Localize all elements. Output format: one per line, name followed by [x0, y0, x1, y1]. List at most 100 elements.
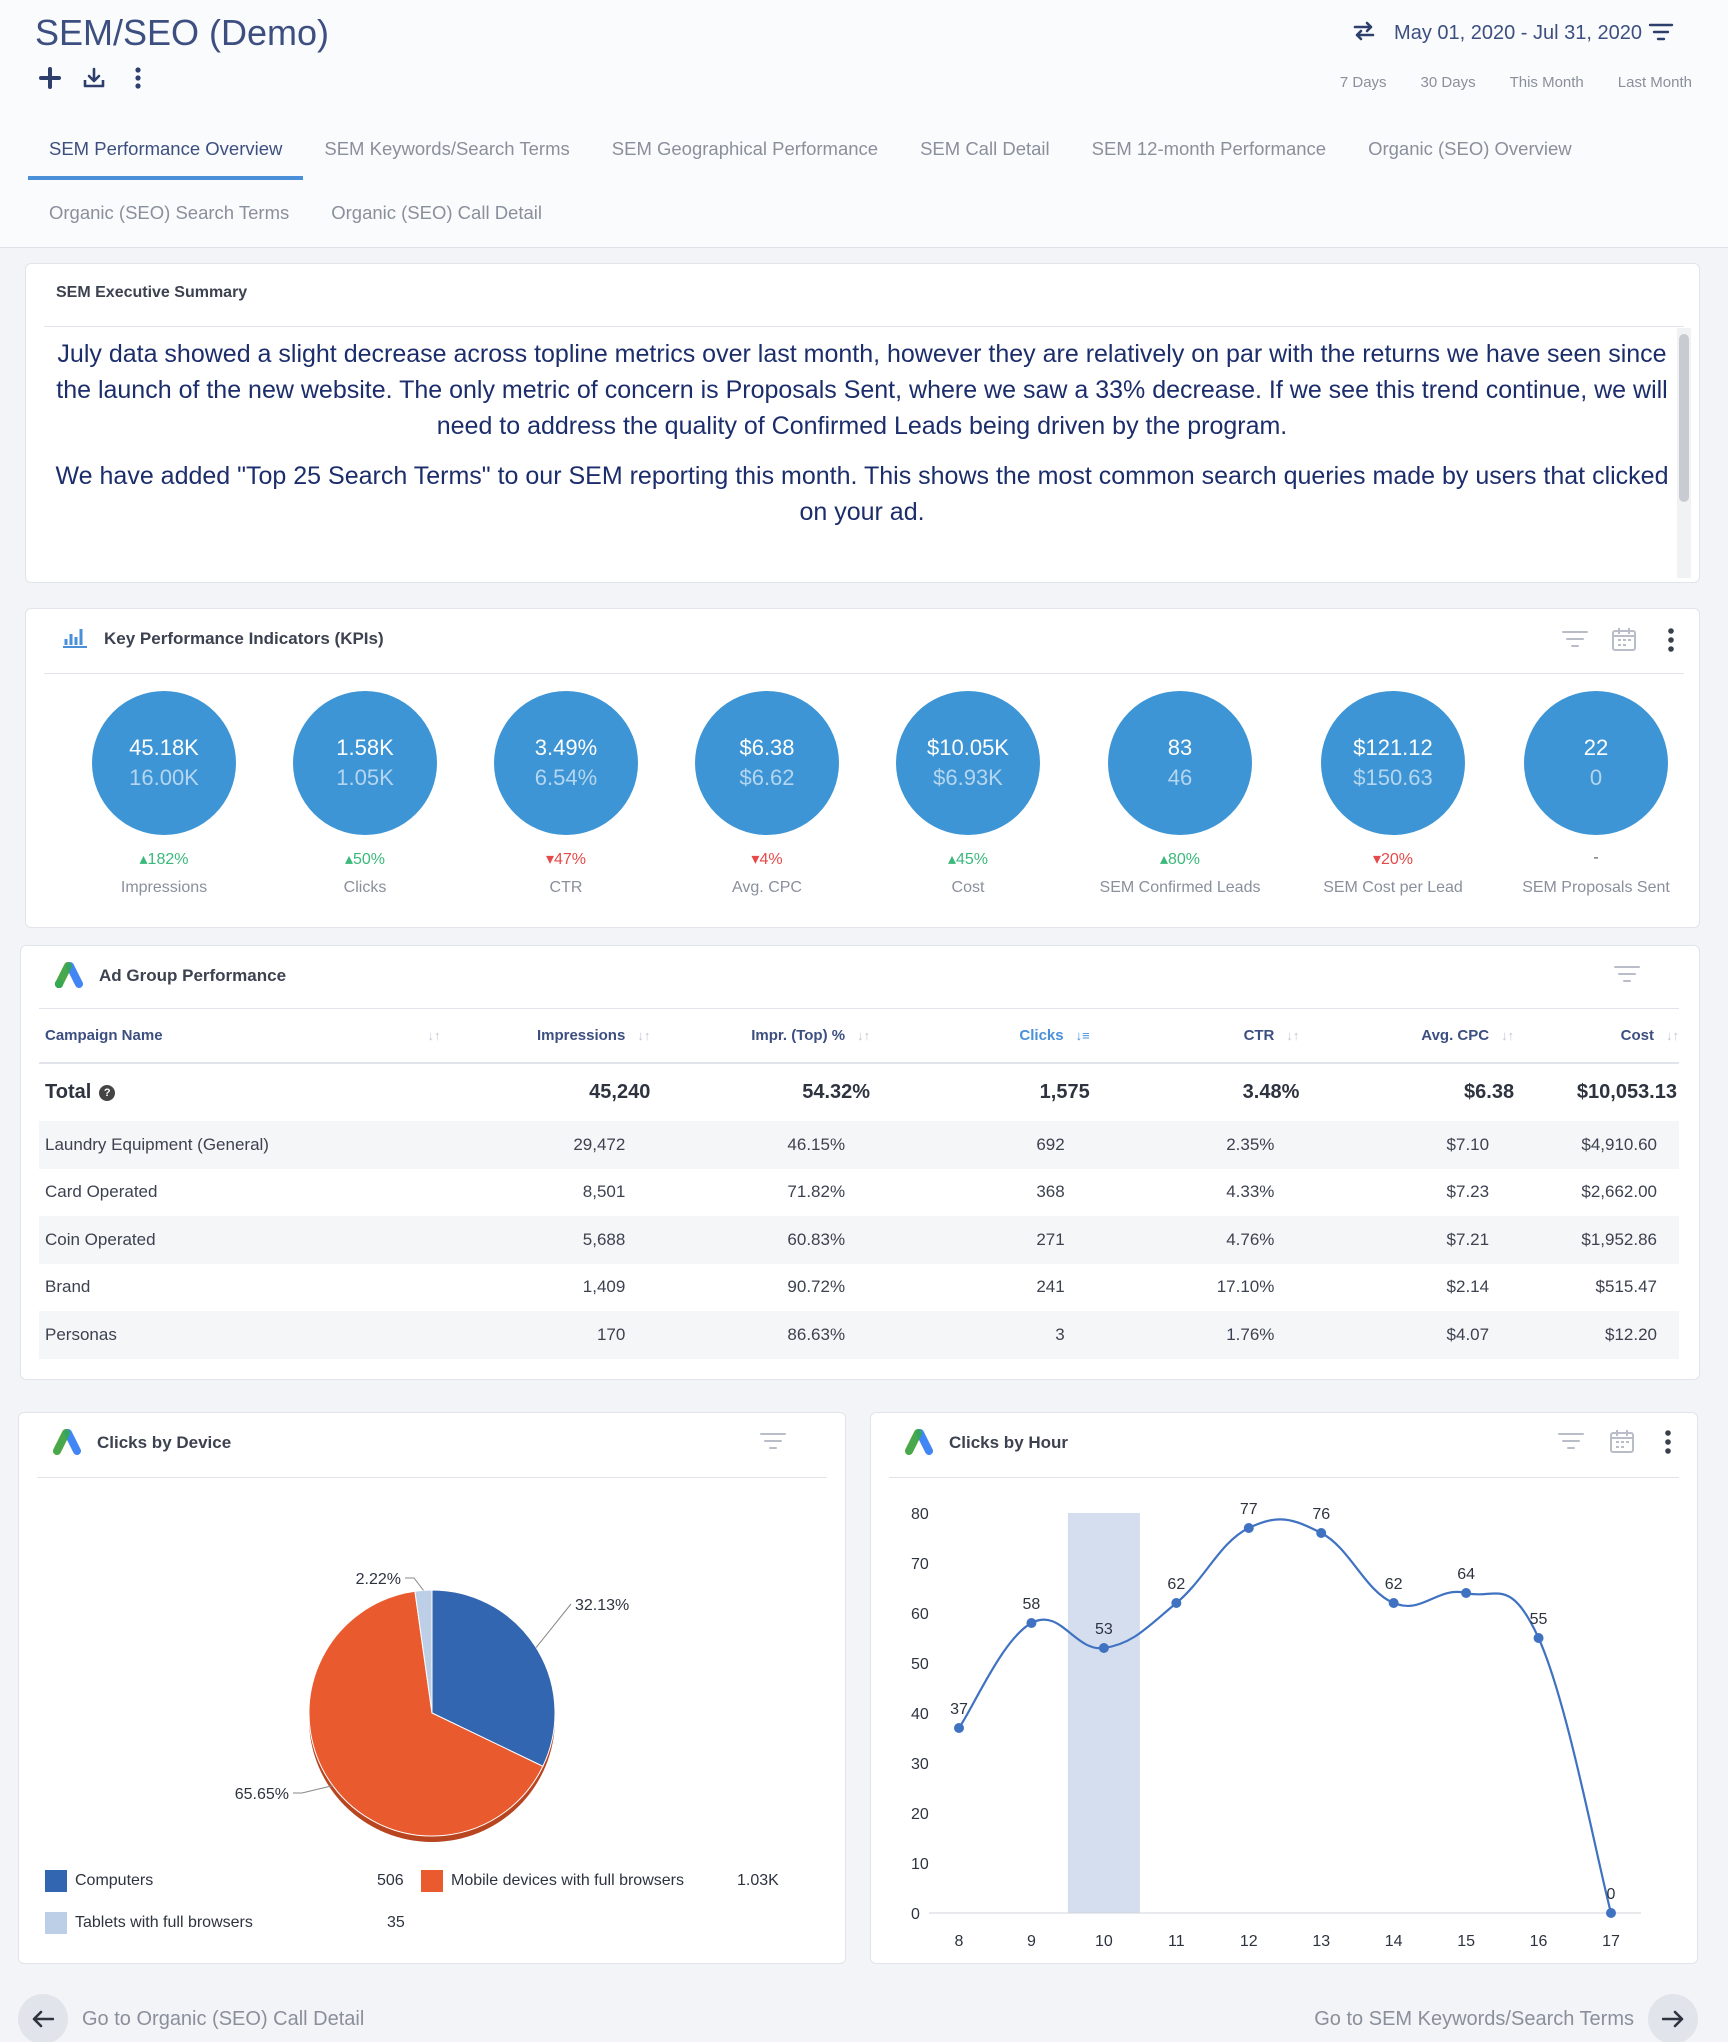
column-header-impressions[interactable]: Impressions ↓↑	[460, 1008, 671, 1064]
date-range-picker[interactable]: May 01, 2020 - Jul 31, 2020	[1352, 20, 1642, 47]
tab-sem-call-detail[interactable]: SEM Call Detail	[920, 138, 1050, 159]
data-point[interactable]	[1026, 1618, 1037, 1628]
filter-icon[interactable]	[1557, 1431, 1585, 1456]
more-vertical-icon[interactable]	[126, 66, 150, 90]
data-point[interactable]	[1171, 1598, 1182, 1608]
column-header-cost[interactable]: Cost ↓↑	[1534, 1008, 1679, 1064]
quick-range-7-days[interactable]: 7 Days	[1339, 74, 1387, 91]
next-page-link[interactable]: Go to SEM Keywords/Search Terms	[1314, 1994, 1698, 2042]
legend-label-computers[interactable]: Computers	[75, 1872, 154, 1889]
ad-group-table: Campaign Name ↓↑ Impressions ↓↑ Impr. (Top…	[39, 1008, 1679, 1359]
data-point[interactable]	[1461, 1588, 1472, 1598]
delta-down-icon: ▾	[545, 851, 554, 868]
data-point[interactable]	[1098, 1643, 1109, 1653]
tab-organic-seo-search-terms[interactable]: Organic (SEO) Search Terms	[49, 202, 290, 223]
column-header-ctr[interactable]: CTR ↓↑	[1109, 1008, 1320, 1064]
pie-slice[interactable]	[431, 1589, 556, 1767]
calendar-icon[interactable]	[1611, 626, 1637, 657]
table-row[interactable]: Coin Operated 5,688 60.83% 271 4.76% $7.…	[39, 1216, 1679, 1264]
delta-up-icon: ▴	[947, 851, 956, 868]
table-row[interactable]: Card Operated 8,501 71.82% 368 4.33% $7.…	[39, 1169, 1679, 1217]
prev-page-link[interactable]: Go to Organic (SEO) Call Detail	[18, 1994, 364, 2042]
column-header-campaign-name[interactable]: Campaign Name ↓↑	[39, 1008, 461, 1064]
data-point[interactable]	[1533, 1633, 1544, 1643]
kpi-delta-value: 47%	[554, 851, 587, 868]
table-cell: 29,472	[460, 1121, 671, 1169]
add-icon[interactable]	[38, 66, 62, 90]
legend-label-mobile[interactable]: Mobile devices with full browsers	[451, 1872, 684, 1889]
data-point[interactable]	[954, 1723, 964, 1733]
kpi-delta-value: 80%	[1168, 851, 1201, 868]
quick-range-last-month[interactable]: Last Month	[1617, 74, 1692, 91]
y-tick-label: 0	[911, 1906, 920, 1923]
sort-icon[interactable]: ↓↑	[1666, 1027, 1679, 1043]
filter-icon[interactable]	[1613, 964, 1641, 989]
table-cell: 4.33%	[1226, 1182, 1275, 1202]
filter-icon[interactable]	[1648, 22, 1674, 47]
column-label: Impressions	[536, 1026, 626, 1044]
sort-icon[interactable]: ↓↑	[1286, 1027, 1300, 1043]
tab-organic-seo-overview[interactable]: Organic (SEO) Overview	[1368, 138, 1572, 159]
filter-icon[interactable]	[1561, 629, 1589, 654]
more-vertical-icon[interactable]	[1667, 627, 1675, 658]
tab-sem-12-month-performance[interactable]: SEM 12-month Performance	[1091, 138, 1327, 159]
download-icon[interactable]	[82, 66, 106, 90]
filter-icon[interactable]	[759, 1431, 787, 1456]
table-row[interactable]: Brand 1,409 90.72% 241 17.10% $2.14 $515…	[39, 1264, 1679, 1312]
y-tick-label: 10	[911, 1856, 929, 1873]
column-header-impr-top[interactable]: Impr. (Top) % ↓↑	[670, 1008, 891, 1064]
pie-slice[interactable]	[414, 1589, 433, 1714]
delta-up-icon: ▴	[139, 851, 148, 868]
calendar-icon[interactable]	[1609, 1428, 1635, 1459]
kpi-bubble: 3.49% 6.54%	[494, 691, 638, 835]
divider	[44, 673, 1684, 674]
data-label: 58	[1023, 1596, 1041, 1613]
kpi-row: 45.18K 16.00K ▴182% Impressions 1.58K 1.05…	[52, 691, 1692, 896]
data-point[interactable]	[1243, 1523, 1254, 1533]
table-cell: 8,501	[582, 1182, 626, 1202]
sort-icon[interactable]: ↓↑	[637, 1027, 651, 1043]
sort-icon[interactable]: ↓↑	[857, 1027, 871, 1043]
column-header-avg-cpc[interactable]: Avg. CPC ↓↑	[1319, 1008, 1535, 1064]
table-cell: Brand	[45, 1277, 91, 1297]
table-row[interactable]: Personas 170 86.63% 3 1.76% $4.07 $12.20	[39, 1311, 1679, 1359]
legend-label-tablets[interactable]: Tablets with full browsers	[75, 1914, 253, 1931]
pie-leader-line	[293, 1785, 333, 1794]
arrow-right-icon[interactable]	[1648, 1994, 1698, 2042]
sort-icon[interactable]: ↓↑	[427, 1027, 441, 1043]
more-vertical-icon[interactable]	[1664, 1429, 1672, 1460]
pie-slice[interactable]	[308, 1590, 544, 1837]
quick-range-this-month[interactable]: This Month	[1509, 74, 1584, 91]
summary-paragraph: July data showed a slight decrease acros…	[56, 340, 1668, 440]
series-line	[958, 1518, 1613, 1914]
data-label: 0	[1607, 1886, 1616, 1903]
kpi-value: 1.58K	[336, 735, 394, 760]
tab-sem-keywords-search-terms[interactable]: SEM Keywords/Search Terms	[324, 138, 570, 159]
quick-range-30-days[interactable]: 30 Days	[1420, 74, 1476, 91]
next-page-label[interactable]: Go to SEM Keywords/Search Terms	[1314, 2007, 1634, 2030]
kpi-bubble: $10.05K $6.93K	[896, 691, 1040, 835]
data-point[interactable]	[1606, 1908, 1616, 1918]
kpi-compare-value: 16.00K	[129, 765, 199, 790]
tab-sem-performance-overview[interactable]: SEM Performance Overview	[28, 128, 304, 180]
arrow-left-icon[interactable]	[18, 1994, 68, 2042]
data-point[interactable]	[1388, 1598, 1399, 1608]
data-point[interactable]	[1316, 1528, 1327, 1538]
tab-organic-seo-call-detail[interactable]: Organic (SEO) Call Detail	[331, 202, 542, 223]
table-cell: $10,053.13	[1576, 1081, 1677, 1103]
table-cell: 54.32%	[802, 1081, 871, 1103]
table-row[interactable]: Laundry Equipment (General) 29,472 46.15…	[39, 1121, 1679, 1169]
prev-page-label[interactable]: Go to Organic (SEO) Call Detail	[82, 2007, 365, 2030]
delta-down-icon: ▾	[751, 851, 760, 868]
kpi-delta: -	[1486, 849, 1706, 867]
scrollbar-thumb[interactable]	[1679, 334, 1689, 502]
help-icon[interactable]: ?	[99, 1084, 116, 1101]
x-tick-label: 8	[955, 1933, 964, 1950]
sort-icon[interactable]: ↓↑	[1501, 1027, 1515, 1043]
date-range-label[interactable]: May 01, 2020 - Jul 31, 2020	[1394, 22, 1642, 44]
swap-icon[interactable]	[1352, 20, 1376, 47]
column-header-clicks[interactable]: Clicks ↓≡	[890, 1008, 1110, 1064]
table-cell: 45,240	[589, 1081, 651, 1103]
sort-descending-icon[interactable]: ↓≡	[1075, 1027, 1090, 1043]
tab-sem-geographical-performance[interactable]: SEM Geographical Performance	[611, 138, 879, 159]
